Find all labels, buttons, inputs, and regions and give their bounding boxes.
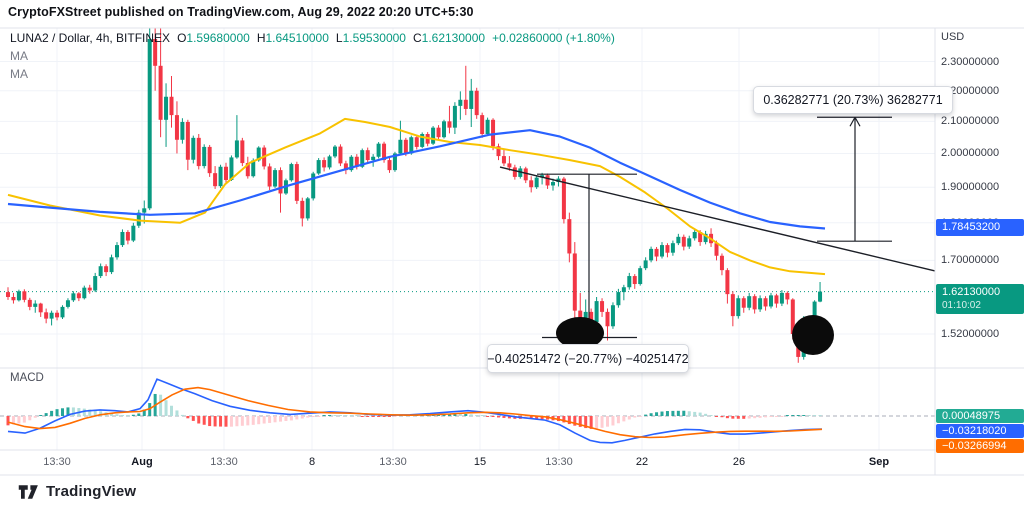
price-axis-label: 1.52000000 xyxy=(941,328,1000,340)
legend-ma-1[interactable]: MA xyxy=(10,49,28,63)
measure-up-label[interactable]: 0.36282771 (20.73%) 36282771 xyxy=(753,86,953,114)
bar-countdown: 01:10:02 xyxy=(942,300,981,311)
trendline-drawing[interactable] xyxy=(499,166,936,272)
time-axis-label: 15 xyxy=(473,456,487,468)
time-axis-label: 22 xyxy=(635,456,649,468)
tradingview-logo-icon xyxy=(18,484,39,500)
published-header: CryptoFXStreet published on TradingView.… xyxy=(8,5,474,19)
last-price-value: 1.62130000 xyxy=(942,286,1001,298)
ohlc-low: L1.59530000 xyxy=(335,31,406,45)
price-axis-currency: USD xyxy=(941,31,965,43)
ma-blue-line[interactable] xyxy=(7,129,826,230)
time-axis-label: Aug xyxy=(131,456,153,468)
ellipse-drawing-1[interactable] xyxy=(556,317,604,349)
tradingview-logo-text: TradingView xyxy=(46,483,137,500)
change-value: +0.02860000 (+1.80%) xyxy=(492,31,615,45)
tradingview-logo[interactable]: TradingView xyxy=(18,483,136,500)
ma-price-badge: 1.78453200 xyxy=(936,219,1024,236)
time-axis-label: 13:30 xyxy=(379,456,407,468)
macd-signal-badge: −0.03266994 xyxy=(936,439,1024,453)
price-axis-label: 2.30000000 xyxy=(941,56,1000,68)
ohlc-close: C1.62130000 xyxy=(412,31,486,45)
ohlc-open: O1.59680000 xyxy=(177,31,250,45)
last-price-badge: 1.62130000 01:10:02 xyxy=(936,284,1024,314)
price-axis-label: 2.10000000 xyxy=(941,115,1000,127)
price-axis-label: 1.70000000 xyxy=(941,254,1000,266)
legend-ma-2[interactable]: MA xyxy=(10,67,28,81)
time-axis-label: Sep xyxy=(868,456,890,468)
measure-down-label[interactable]: −0.40251472 (−20.77%) −40251472 xyxy=(487,344,689,373)
price-axis-label: 2.00000000 xyxy=(941,147,1000,159)
time-axis-label: 13:30 xyxy=(545,456,573,468)
time-axis-label: 13:30 xyxy=(210,456,238,468)
macd-signal-line[interactable] xyxy=(7,386,823,439)
price-axis-label: 2.20000000 xyxy=(941,85,1000,97)
ellipse-drawing-2[interactable] xyxy=(792,315,834,355)
time-axis-label: 26 xyxy=(732,456,746,468)
legend-macd[interactable]: MACD xyxy=(10,372,44,384)
macd-line[interactable] xyxy=(7,378,823,444)
ma-yellow-line[interactable] xyxy=(7,117,826,276)
macd-line-badge: −0.03218020 xyxy=(936,424,1024,438)
macd-hist-badge: 0.00048975 xyxy=(936,409,1024,423)
chart-legend: LUNA2 / Dollar, 4h, BITFINEX O1.59680000… xyxy=(10,31,615,45)
time-axis-label: 8 xyxy=(308,456,316,468)
candles-series xyxy=(6,28,823,363)
symbol-title[interactable]: LUNA2 / Dollar, 4h, BITFINEX xyxy=(10,31,171,45)
ohlc-high: H1.64510000 xyxy=(256,31,329,45)
measure-up-drawing[interactable] xyxy=(817,116,892,242)
price-axis-label: 1.90000000 xyxy=(941,181,1000,193)
time-axis-label: 13:30 xyxy=(43,456,71,468)
